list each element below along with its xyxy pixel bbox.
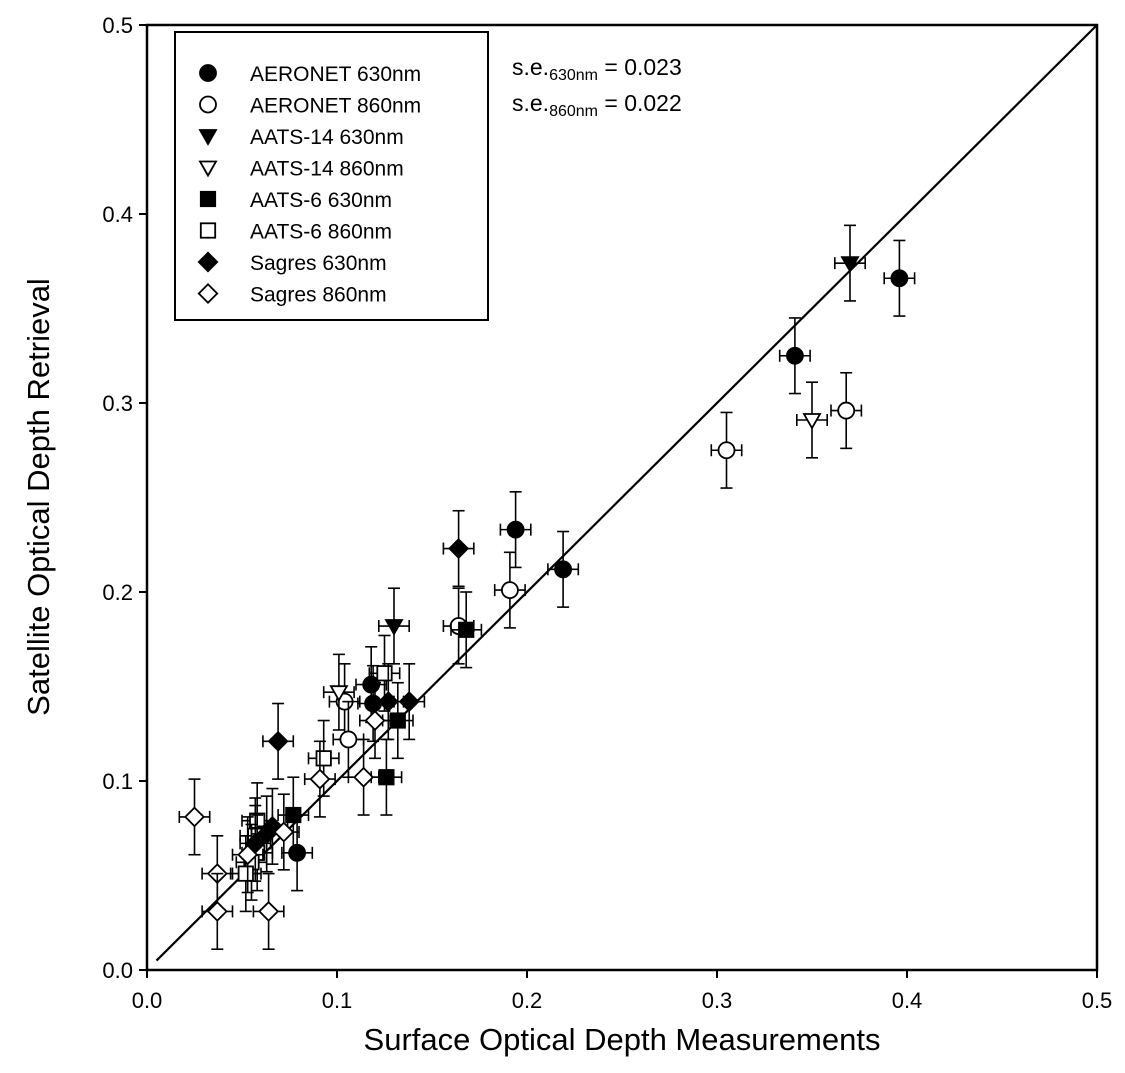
data-point xyxy=(500,581,519,600)
series-aats-14-860nm xyxy=(322,381,829,731)
y-tick-label: 0.4 xyxy=(102,202,133,227)
data-point xyxy=(837,401,856,420)
legend-label: AERONET 630nm xyxy=(250,63,421,86)
legend-marker xyxy=(199,222,217,239)
legend-label: AATS-14 630nm xyxy=(250,126,404,149)
data-point xyxy=(353,766,375,788)
data-point xyxy=(364,710,386,731)
data-point xyxy=(506,520,525,539)
legend-marker xyxy=(197,283,219,304)
legend-marker xyxy=(199,190,217,208)
legend-box xyxy=(174,31,489,321)
data-point xyxy=(554,560,572,579)
error-bar xyxy=(795,381,829,459)
data-point xyxy=(309,768,331,790)
y-tick-label: 0.1 xyxy=(102,769,133,794)
stat-subscript: 860nm xyxy=(549,103,598,120)
plot-frame xyxy=(145,23,1099,972)
legend-label: Sagres 630nm xyxy=(250,252,387,275)
data-point xyxy=(315,750,332,767)
data-point xyxy=(376,665,393,682)
stat-annotation: s.e.860nm = 0.022 xyxy=(512,90,682,120)
data-point xyxy=(448,538,470,560)
y-tick-label: 0.0 xyxy=(102,958,133,983)
legend-marker xyxy=(199,64,217,82)
y-tick-label: 0.3 xyxy=(102,391,133,416)
legend-label: AATS-6 630nm xyxy=(250,189,392,212)
data-point xyxy=(267,730,289,752)
series-aats-14-630nm xyxy=(377,224,867,665)
x-tick-label: 0.4 xyxy=(892,988,923,1013)
data-point xyxy=(339,730,358,749)
y-tick-label: 0.2 xyxy=(102,580,133,605)
x-tick-label: 0.5 xyxy=(1082,988,1113,1013)
data-point xyxy=(389,712,406,729)
legend-marker xyxy=(198,129,218,146)
data-point xyxy=(802,413,822,430)
data-point xyxy=(206,900,228,922)
series-aeronet-860nm xyxy=(328,371,863,779)
x-tick-label: 0.1 xyxy=(322,988,353,1013)
data-point xyxy=(840,256,860,273)
legend-label: AERONET 860nm xyxy=(250,95,421,118)
data-point xyxy=(237,865,254,882)
stat-value: = 0.023 xyxy=(598,54,682,80)
x-tick-label: 0.3 xyxy=(702,988,733,1013)
legend-marker xyxy=(197,251,219,273)
y-axis-title: Satellite Optical Depth Retrieval xyxy=(21,278,56,716)
legend-label: Sagres 860nm xyxy=(250,284,387,307)
legend-label: AATS-6 860nm xyxy=(250,221,392,244)
x-axis-title: Surface Optical Depth Measurements xyxy=(364,1022,881,1057)
axis-ticks-layer: 0.0 0.1 0.2 0.3 0.4 0.5 0.0 0.1 0.2 0.3 0.4 0.5 xyxy=(102,13,1112,1013)
legend-label: AATS-14 860nm xyxy=(250,158,404,181)
data-point xyxy=(184,806,205,828)
data-point xyxy=(717,441,736,460)
series-aeronet-630nm xyxy=(281,239,916,892)
legend-marker xyxy=(198,160,218,178)
x-tick-label: 0.2 xyxy=(512,988,543,1013)
data-point xyxy=(329,685,349,702)
series-sagres-630nm xyxy=(239,509,475,882)
stat-annotation: s.e.630nm = 0.023 xyxy=(512,54,682,84)
data-point xyxy=(384,619,404,636)
data-point xyxy=(285,806,302,824)
data-point xyxy=(378,769,395,786)
stat-subscript: 630nm xyxy=(549,67,598,84)
legend: AERONET 630nm AERONET 860nm AATS-14 630nm A… xyxy=(174,31,489,321)
legend-marker xyxy=(199,95,217,114)
data-point xyxy=(377,691,399,713)
data-point xyxy=(786,346,804,365)
data-point xyxy=(273,821,295,843)
stat-prefix: s.e. xyxy=(512,90,549,116)
data-point xyxy=(890,269,909,288)
data-point xyxy=(458,621,475,638)
data-points-layer xyxy=(178,224,916,951)
one-to-one-line-layer xyxy=(155,24,1098,962)
stat-prefix: s.e. xyxy=(512,54,549,80)
series-sagres-860nm xyxy=(178,681,392,951)
stat-value: = 0.022 xyxy=(598,90,682,116)
one-to-one-line xyxy=(155,24,1098,962)
data-point xyxy=(258,900,280,922)
x-tick-label: 0.0 xyxy=(132,988,163,1013)
data-point xyxy=(237,844,259,866)
y-tick-label: 0.5 xyxy=(102,13,133,38)
